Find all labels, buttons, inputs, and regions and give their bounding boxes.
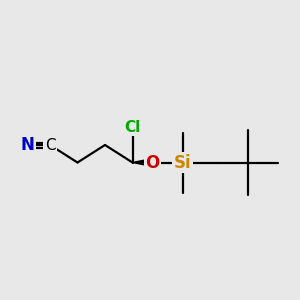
Polygon shape [133, 158, 152, 166]
Text: Cl: Cl [124, 120, 141, 135]
Text: Si: Si [174, 154, 191, 172]
Text: N: N [21, 136, 34, 154]
Text: C: C [45, 137, 55, 152]
Text: O: O [146, 154, 160, 172]
